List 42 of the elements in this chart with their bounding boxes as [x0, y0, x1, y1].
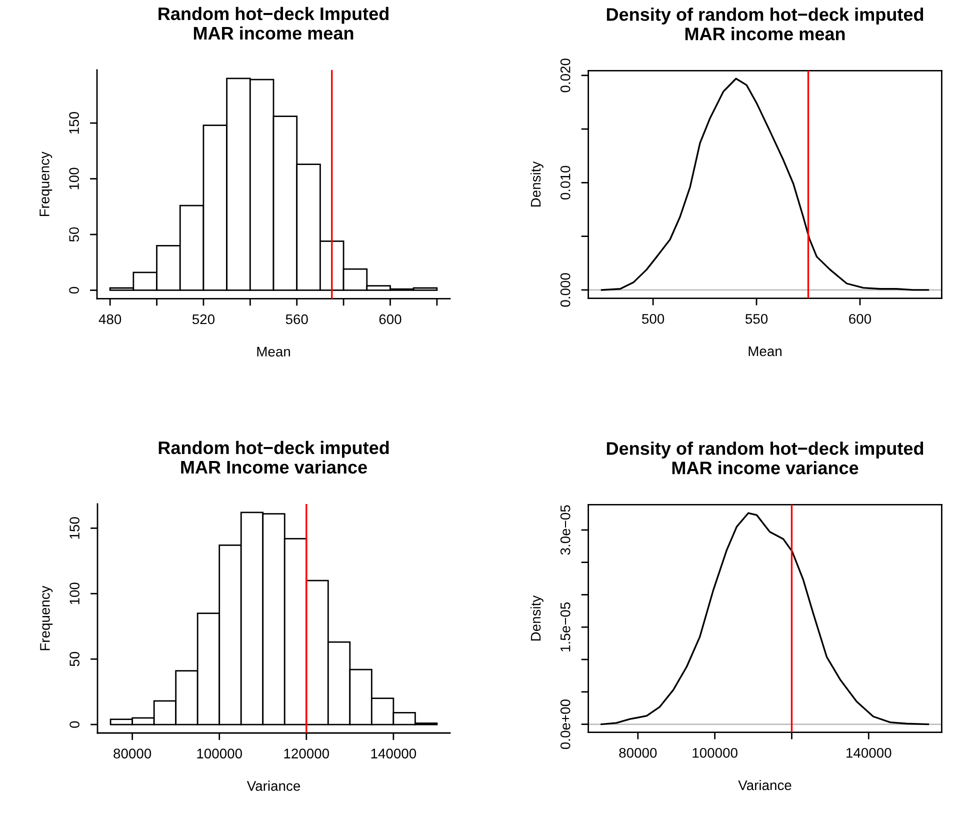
y-axis-title: Density [530, 595, 544, 641]
x-tick-label: 100000 [692, 748, 738, 758]
y-axis-title: Density [530, 161, 544, 207]
y-tick-label: 150 [69, 112, 79, 134]
y-tick-label: 0.020 [560, 58, 570, 92]
y-tick-label: 0.0e+00 [560, 700, 570, 750]
y-tick-label: 0 [70, 721, 80, 728]
x-tick-label: 140000 [371, 748, 416, 758]
x-tick-label: 80000 [619, 748, 657, 758]
y-axis-title: Frequency [40, 152, 52, 216]
y-tick-label: 100 [69, 168, 79, 190]
y-tick-label: 100 [70, 582, 80, 604]
x-tick-label: 100000 [197, 748, 242, 758]
chart-title: Random hot−deck Imputed MAR income mean [158, 6, 388, 40]
x-tick-label: 120000 [284, 748, 330, 758]
line-series [600, 512, 930, 726]
x-tick-label: 520 [192, 314, 215, 324]
chart-title: Random hot−deck imputed MAR Income variance [158, 440, 389, 474]
y-tick-label: 1.5e−05 [560, 602, 570, 652]
x-tick-label: 500 [642, 314, 664, 324]
x-tick-label: 600 [849, 314, 872, 324]
x-tick-label: 480 [98, 314, 122, 324]
chart-title: Density of random hot−deck imputed MAR income variance [606, 442, 924, 474]
y-tick-label: 50 [70, 652, 80, 666]
y-tick-label: 0.010 [560, 166, 570, 200]
x-tick-label: 80000 [114, 748, 152, 758]
x-axis-title: Variance [246, 780, 300, 791]
x-tick-label: 600 [379, 314, 402, 324]
x-axis-title: Mean [257, 346, 290, 357]
y-tick-label: 50 [69, 227, 79, 242]
chart-title: Density of random hot−deck imputed MAR income mean [606, 8, 924, 40]
x-tick-label: 140000 [846, 748, 892, 758]
y-axis-title: Frequency [40, 586, 53, 650]
x-axis-title: Variance [738, 780, 792, 790]
y-tick-label: 0 [69, 286, 79, 294]
x-tick-label: 550 [745, 314, 768, 324]
x-tick-label: 560 [286, 314, 308, 324]
y-tick-label: 150 [70, 517, 80, 539]
y-tick-label: 0.000 [560, 273, 570, 307]
x-axis-title: Mean [748, 346, 782, 356]
line-series [600, 78, 930, 291]
y-tick-label: 3.0e−05 [560, 505, 570, 555]
